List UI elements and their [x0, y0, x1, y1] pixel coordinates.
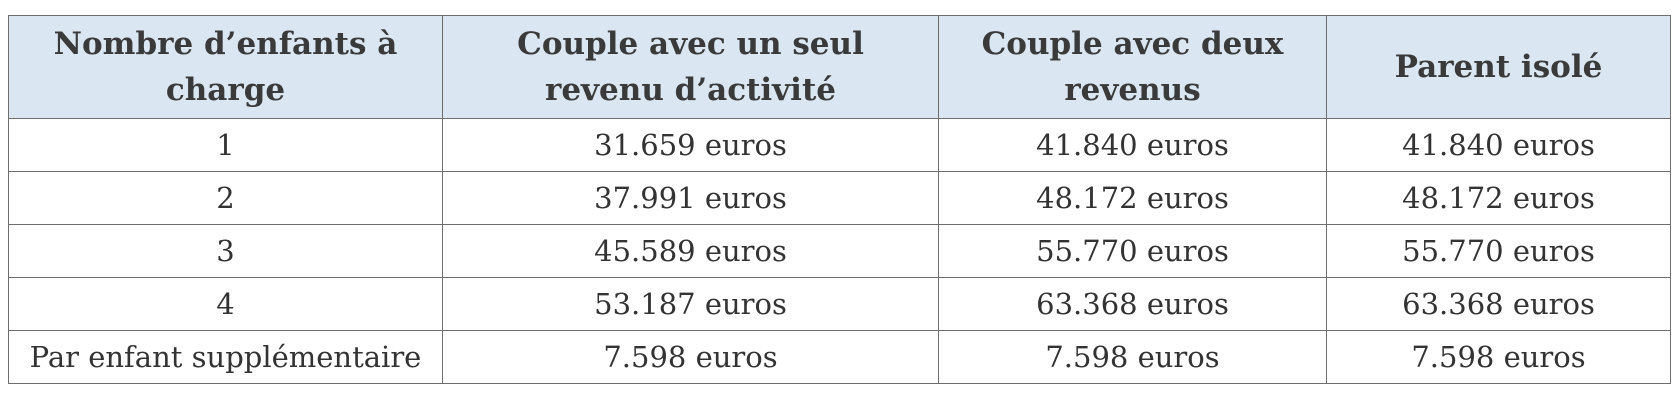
table-body: 1 31.659 euros 41.840 euros 41.840 euros… — [8, 118, 1671, 384]
cell-couple-two-incomes: 63.368 euros — [938, 277, 1327, 331]
header-couple-two-incomes: Couple avec deux revenus — [938, 15, 1327, 119]
cell-couple-two-incomes: 7.598 euros — [938, 330, 1327, 384]
table-row: 1 31.659 euros 41.840 euros 41.840 euros — [8, 118, 1671, 172]
cell-single-parent: 55.770 euros — [1326, 224, 1671, 278]
cell-couple-single-income: 53.187 euros — [442, 277, 939, 331]
cell-single-parent: 63.368 euros — [1326, 277, 1671, 331]
cell-children-count: 2 — [8, 171, 443, 225]
cell-single-parent: 41.840 euros — [1326, 118, 1671, 172]
cell-couple-single-income: 37.991 euros — [442, 171, 939, 225]
header-single-parent: Parent isolé — [1326, 15, 1671, 119]
cell-children-count: 3 — [8, 224, 443, 278]
table-row: 2 37.991 euros 48.172 euros 48.172 euros — [8, 171, 1671, 225]
table-row: Par enfant supplémentaire 7.598 euros 7.… — [8, 330, 1671, 384]
table-row: 4 53.187 euros 63.368 euros 63.368 euros — [8, 277, 1671, 331]
cell-single-parent: 48.172 euros — [1326, 171, 1671, 225]
table-header: Nombre d’enfants à charge Couple avec un… — [8, 15, 1671, 119]
income-ceiling-table: Nombre d’enfants à charge Couple avec un… — [8, 15, 1671, 384]
cell-couple-two-incomes: 48.172 euros — [938, 171, 1327, 225]
table-row: 3 45.589 euros 55.770 euros 55.770 euros — [8, 224, 1671, 278]
cell-couple-single-income: 7.598 euros — [442, 330, 939, 384]
cell-single-parent: 7.598 euros — [1326, 330, 1671, 384]
cell-couple-two-incomes: 41.840 euros — [938, 118, 1327, 172]
cell-couple-two-incomes: 55.770 euros — [938, 224, 1327, 278]
cell-couple-single-income: 31.659 euros — [442, 118, 939, 172]
cell-couple-single-income: 45.589 euros — [442, 224, 939, 278]
cell-children-count: 4 — [8, 277, 443, 331]
header-couple-single-income: Couple avec un seul revenu d’activité — [442, 15, 939, 119]
cell-children-count: Par enfant supplémentaire — [8, 330, 443, 384]
header-row: Nombre d’enfants à charge Couple avec un… — [8, 15, 1671, 119]
header-children-count: Nombre d’enfants à charge — [8, 15, 443, 119]
cell-children-count: 1 — [8, 118, 443, 172]
